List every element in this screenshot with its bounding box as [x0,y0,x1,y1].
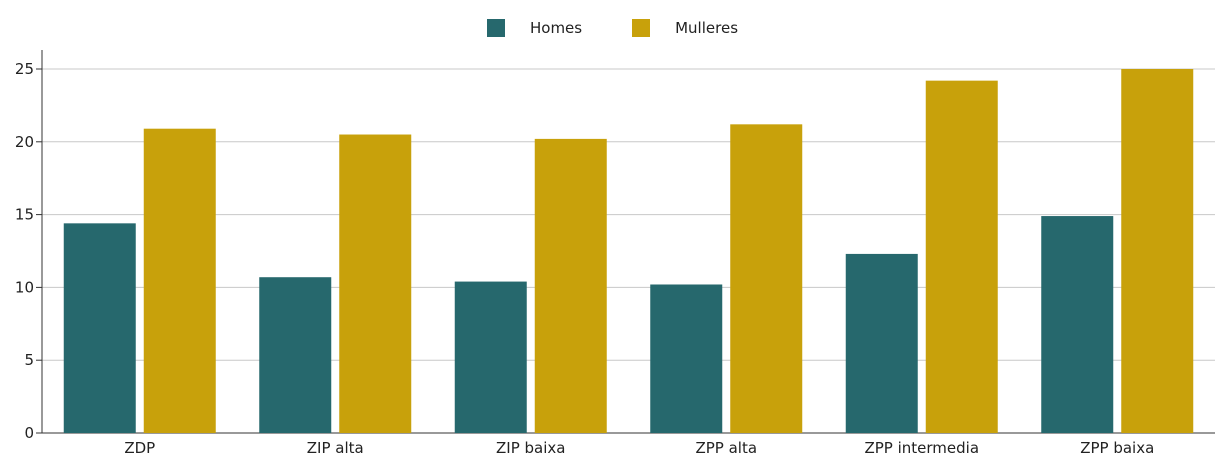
bar-homes-zpp-baixa [1041,216,1114,433]
x-tick-label: ZPP intermedia [864,439,979,457]
x-tick-label: ZDP [124,439,155,457]
chart-legend: Homes Mulleres [0,18,1225,38]
legend-label-homes: Homes [529,19,583,37]
legend-item-homes[interactable]: Homes [486,19,583,37]
bar-homes-zpp-alta [650,284,723,433]
bar-mulleres-zdp [143,128,216,434]
legend-item-mulleres[interactable]: Mulleres [632,19,738,37]
bar-mulleres-zpp-intermedia [925,80,998,433]
bar-mulleres-zip-baixa [534,138,607,433]
y-tick-label: 10 [15,278,34,296]
legend-label-mulleres: Mulleres [675,19,739,37]
y-tick-label: 20 [15,133,34,151]
y-tick-label: 0 [24,424,34,442]
bar-mulleres-zip-alta [339,134,412,433]
bar-homes-zip-alta [259,277,332,433]
y-tick-label: 5 [24,351,34,369]
bar-homes-zdp [63,223,136,433]
bar-mulleres-zpp-alta [730,124,803,433]
bar-mulleres-zpp-baixa [1121,69,1194,433]
x-tick-label: ZIP baixa [496,439,565,457]
bar-homes-zip-baixa [454,281,527,433]
x-tick-label: ZPP alta [695,439,757,457]
legend-swatch-mulleres [632,19,651,37]
x-tick-label: ZPP baixa [1080,439,1154,457]
y-tick-label: 25 [15,60,34,78]
y-tick-label: 15 [15,206,34,224]
x-tick-label: ZIP alta [307,439,364,457]
bar-homes-zpp-intermedia [845,253,918,433]
legend-swatch-homes [486,19,505,37]
